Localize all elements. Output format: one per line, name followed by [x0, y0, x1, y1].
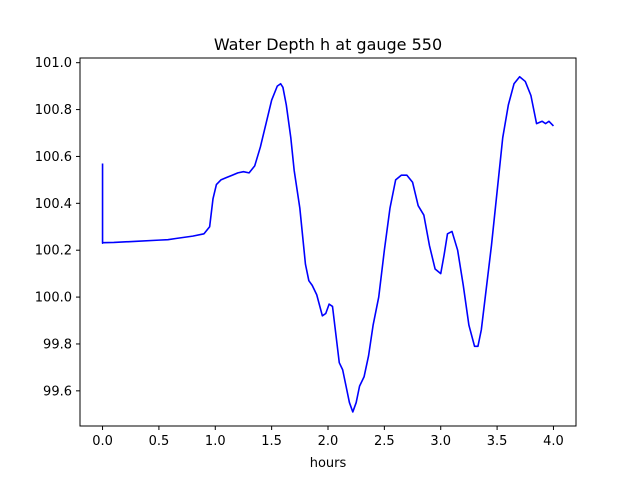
series-line — [101, 75, 555, 413]
x-tick-label: 0.5 — [149, 434, 170, 449]
y-tick-label: 101.0 — [35, 56, 72, 71]
y-tick-label: 100.0 — [35, 291, 72, 306]
y-tick-label: 100.4 — [35, 197, 72, 212]
x-axis: 0.0 0.5 1.0 1.5 2.0 2.5 3.0 3.5 4.0 — [92, 426, 564, 449]
y-tick-label: 99.8 — [43, 337, 72, 352]
y-tick-label: 100.2 — [35, 244, 72, 259]
chart-title: Water Depth h at gauge 550 — [214, 35, 442, 54]
x-tick-label: 0.0 — [92, 434, 113, 449]
y-tick-label: 99.6 — [43, 384, 72, 399]
x-tick-label: 1.0 — [205, 434, 226, 449]
series-layer — [101, 75, 555, 413]
y-tick-label: 100.8 — [35, 103, 72, 118]
x-tick-label: 3.5 — [487, 434, 508, 449]
y-axis: 99.6 99.8 100.0 100.2 100.4 100.6 100.8 101.0 — [35, 56, 80, 399]
y-tick-label: 100.6 — [35, 150, 72, 165]
x-tick-label: 1.5 — [261, 434, 282, 449]
x-tick-label: 2.0 — [318, 434, 339, 449]
x-axis-label: hours — [310, 456, 347, 471]
x-tick-label: 3.0 — [430, 434, 451, 449]
x-tick-label: 2.5 — [374, 434, 395, 449]
x-tick-label: 4.0 — [543, 434, 564, 449]
